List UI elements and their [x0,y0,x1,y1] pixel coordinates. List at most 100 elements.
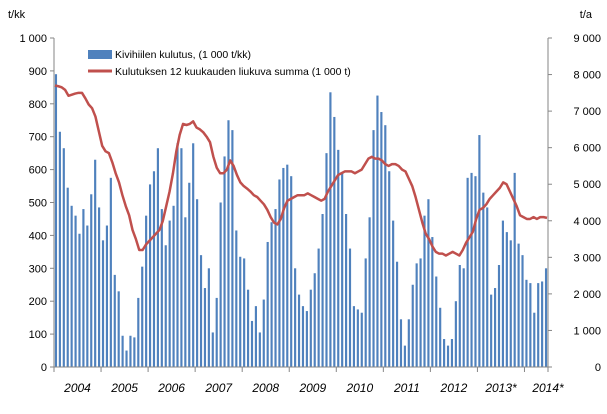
left-tick-label: 100 [29,329,47,341]
bar [325,153,328,367]
right-tick-label: 4 000 [573,216,601,228]
left-tick-label: 800 [29,99,47,111]
left-tick-label: 900 [29,66,47,78]
bar [454,301,457,367]
bar [164,245,167,367]
bar [450,339,454,367]
bar [419,258,422,367]
bar [168,220,171,367]
bar [517,243,520,368]
left-axis-unit: t/kk [8,9,26,21]
left-tick-label: 600 [29,165,47,177]
bar [94,159,97,367]
bar [172,205,175,367]
bar [439,307,442,367]
bar [250,320,254,367]
bar [423,215,426,367]
bar [509,240,512,367]
x-tick-label: 2011 [393,381,420,395]
bar [431,237,434,367]
bar [66,187,69,367]
bar [156,148,159,367]
bar [427,199,430,367]
bar [101,240,105,367]
bar [254,306,257,367]
bar [337,149,340,367]
bar [199,255,203,367]
bar [125,350,128,367]
right-tick-label: 6 000 [573,143,601,155]
bar [364,258,367,367]
bar [399,319,403,367]
bar [360,312,363,367]
bar [215,297,218,367]
left-tick-label: 0 [41,362,47,374]
bar [227,120,230,367]
bar [478,135,481,367]
bar [184,217,187,367]
bar [105,225,109,367]
bar [223,156,226,367]
bar [474,176,477,367]
bar [415,263,418,367]
bar [497,265,501,367]
left-tick-label: 1 000 [19,33,47,45]
bar [133,337,136,367]
bar [435,276,438,367]
bar [470,172,473,367]
bar [290,176,293,367]
bar [529,283,532,367]
legend: Kivihiilen kulutus, (1 000 t/kk) Kulutuk… [88,49,351,78]
bar [74,215,77,367]
bar [266,241,269,367]
bar [211,332,214,367]
rolling-sum-line [54,84,548,257]
bar [411,284,414,367]
bar [141,266,144,367]
bar [180,148,183,367]
bar [305,311,308,367]
legend-label-bars: Kivihiilen kulutus, (1 000 t/kk) [115,49,251,61]
bar [352,306,356,367]
bar [333,116,336,368]
bar [286,164,289,367]
bar [341,172,344,367]
bar [219,202,222,367]
bar [372,130,375,367]
x-tick-label: 2014* [531,381,564,395]
line-series-group [54,84,548,257]
right-tick-label: 7 000 [573,106,601,118]
bar [505,232,508,367]
bar [356,309,359,367]
bar [246,289,250,367]
x-tick-label: 2009 [298,381,326,395]
left-tick-label: 500 [29,198,47,210]
bar [86,225,89,367]
bar [329,92,332,367]
x-tick-label: 2013* [484,381,517,395]
bar [62,148,65,367]
bar [544,268,548,367]
bar [282,167,285,367]
bar [192,143,195,367]
bar [376,95,379,367]
bar [403,345,406,367]
bar [482,192,485,367]
bar [392,220,395,367]
bar [145,215,148,367]
bar [313,273,316,367]
bar [407,319,410,367]
bar [395,261,399,367]
bar [188,182,191,367]
x-tick-label: 2010 [345,381,373,395]
bar [384,125,387,367]
bar [270,222,273,367]
bar [235,230,238,367]
bar [117,291,120,367]
bar [196,199,199,367]
bar [297,294,301,367]
bar [160,209,163,367]
axes-group: 0 100 200 300 400 500 600 700 800 900 1 000 0 1 000 2… [19,33,601,395]
bar [239,256,242,367]
